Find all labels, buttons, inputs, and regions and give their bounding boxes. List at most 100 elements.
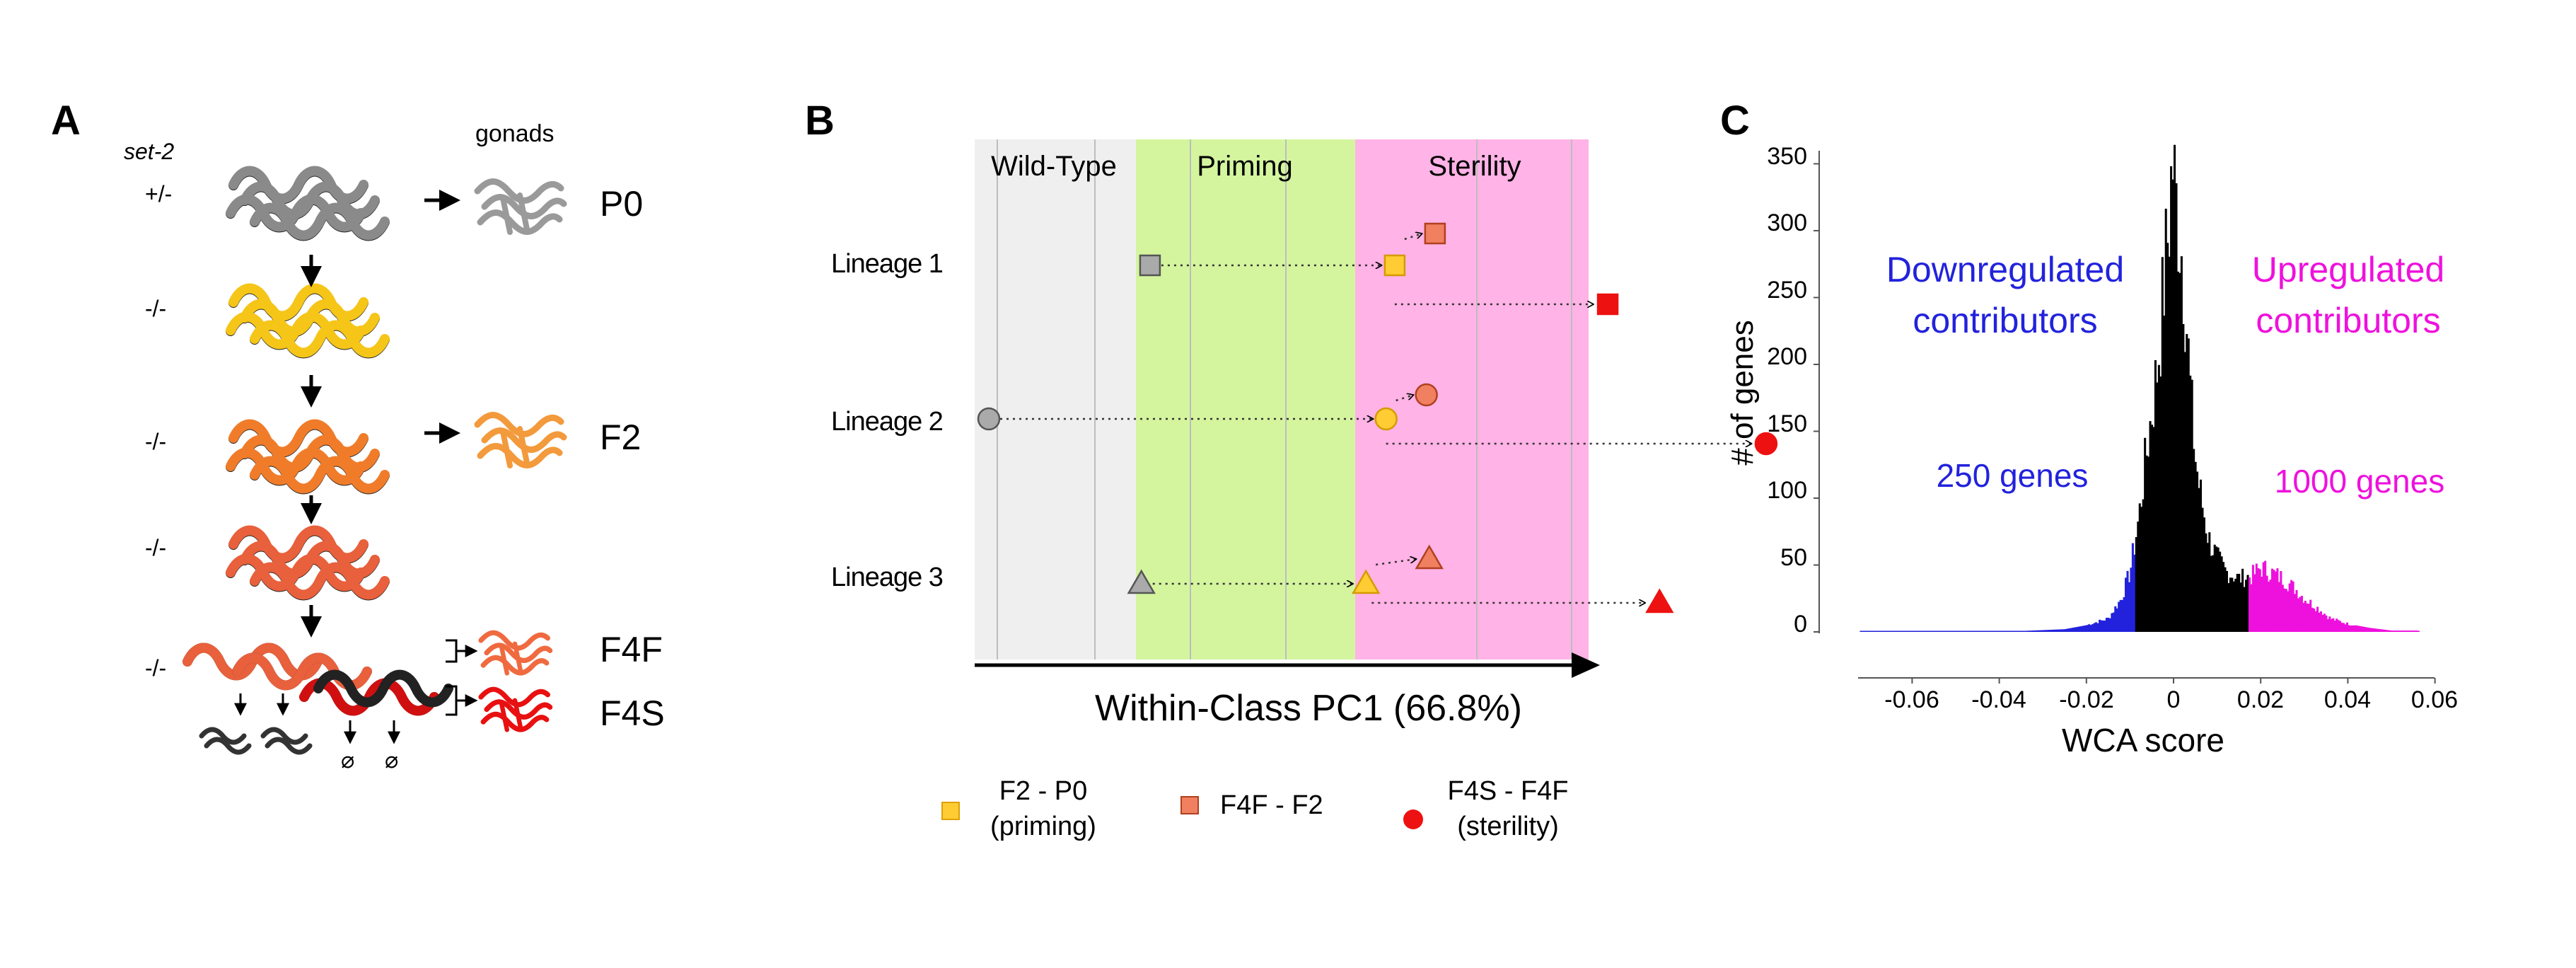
histogram-bar [2377, 628, 2380, 632]
histogram-bar [2131, 543, 2134, 632]
histogram-bar [2401, 630, 2404, 632]
histogram-bar [1877, 630, 1880, 632]
f4s-marker [1596, 293, 1619, 316]
down-label-sub: contributors [1913, 301, 2097, 340]
histogram-bar [2032, 630, 2035, 632]
histogram-bar [1943, 630, 1946, 632]
gonad-f4s [481, 689, 550, 730]
y-axis-label: # of genes [1725, 320, 1760, 466]
histogram-bar [2343, 623, 2345, 632]
histogram-bar [1975, 630, 1978, 632]
histogram-bar [2156, 382, 2159, 632]
histogram-bar [2292, 581, 2294, 632]
histogram-bar [2051, 629, 2054, 632]
histogram-bar [1905, 630, 1908, 632]
histogram-bar [2333, 620, 2336, 632]
histogram-bar [2149, 421, 2152, 632]
histogram-bar [1959, 630, 1961, 632]
panel-c: C 350 300 250 200 150 100 50 0 -0.06 -0.… [1720, 98, 2458, 759]
histogram-bar [2258, 569, 2261, 632]
region-label-priming: Priming [1197, 151, 1293, 182]
histogram-bar [2250, 584, 2253, 632]
histogram-bar [2328, 616, 2331, 632]
histogram-bar [2058, 629, 2061, 632]
lineage-label: Lineage 1 [831, 249, 943, 279]
histogram-bar [2111, 613, 2113, 632]
histogram-bar [2147, 456, 2150, 632]
region-sterility [1355, 139, 1589, 659]
histogram-bar [2253, 574, 2256, 632]
histogram-bar [1915, 630, 1918, 632]
histogram-bar [2262, 562, 2265, 632]
sterile-mark: ⌀ [341, 747, 354, 773]
histogram-bar [2276, 568, 2279, 632]
histogram-bar [2251, 565, 2254, 632]
histogram-bar [1900, 630, 1903, 632]
histogram-bar [2142, 499, 2145, 632]
histogram-bar [2239, 582, 2242, 632]
histogram-bar [2130, 567, 2133, 632]
histogram-bar [2362, 626, 2365, 632]
histogram-bar [2309, 599, 2312, 632]
histogram-bar [1874, 630, 1876, 632]
histogram-bar [1913, 630, 1916, 632]
histogram-bar [2196, 471, 2199, 632]
histogram-bar [1983, 630, 1986, 632]
x-tick-label: 0.02 [2237, 686, 2284, 713]
histogram-bar [1954, 630, 1956, 632]
histogram-bar [1860, 630, 1862, 632]
histogram-bar [2246, 575, 2249, 632]
histogram-bar [2036, 630, 2038, 632]
region-label-sterility: Sterility [1428, 151, 1521, 182]
histogram-bar [1934, 630, 1937, 632]
histogram-bar [2018, 630, 2021, 632]
histogram-bar [2194, 461, 2197, 632]
histogram-bar [2412, 630, 2415, 632]
histogram-bar [2265, 575, 2268, 632]
histogram-bar [2006, 630, 2009, 632]
histogram-bar [1861, 630, 1864, 632]
histogram-bar [2121, 599, 2124, 632]
histogram-bar [2206, 543, 2209, 632]
histogram-bar [1930, 630, 1932, 632]
histogram-bar [2285, 589, 2287, 632]
histogram-bar [2024, 630, 2026, 632]
histogram-bar [2050, 630, 2053, 632]
histogram-bar [1903, 630, 1906, 632]
histogram-bar [2332, 618, 2335, 632]
up-count: 1000 genes [2275, 463, 2444, 500]
pc1-axis-label: Within-Class PC1 (66.8%) [1095, 688, 1522, 729]
histogram-bar [2375, 628, 2378, 632]
f4-brackets [446, 639, 478, 716]
histogram-bar [2351, 625, 2354, 632]
histogram-bar [2076, 627, 2079, 632]
histogram-bar [2316, 606, 2319, 632]
histogram-bar [1917, 630, 1920, 632]
generation-label-f4f: F4F [600, 630, 663, 669]
histogram-bar [2001, 630, 2004, 632]
histogram-bar [2224, 567, 2227, 632]
x-tick-label: 0.06 [2411, 686, 2458, 713]
histogram-bar [2283, 588, 2286, 632]
worm-f4s [304, 675, 448, 711]
histogram-bar [1886, 630, 1889, 632]
histogram-bar [2405, 630, 2408, 632]
histogram-bar [2234, 578, 2237, 632]
histogram-bar [1889, 630, 1892, 632]
histogram-bar [2304, 601, 2307, 632]
histogram-bar [2029, 630, 2031, 632]
histogram-bar [2232, 581, 2235, 632]
histogram-bar [2021, 630, 2024, 632]
histogram-bar [2046, 630, 2049, 632]
histogram-bar [2339, 621, 2342, 632]
histogram-bar [2367, 627, 2369, 632]
histogram-bar [2175, 183, 2178, 632]
histogram-bar [2374, 628, 2377, 632]
worm-group-p0 [231, 171, 385, 236]
histogram-bar [2182, 323, 2185, 632]
y-tick-label: 200 [1767, 343, 1807, 370]
histogram-bar [2313, 608, 2316, 632]
axis-ticks [1814, 163, 2436, 684]
histogram-bar [2163, 316, 2166, 632]
histogram-bar [2118, 601, 2120, 632]
